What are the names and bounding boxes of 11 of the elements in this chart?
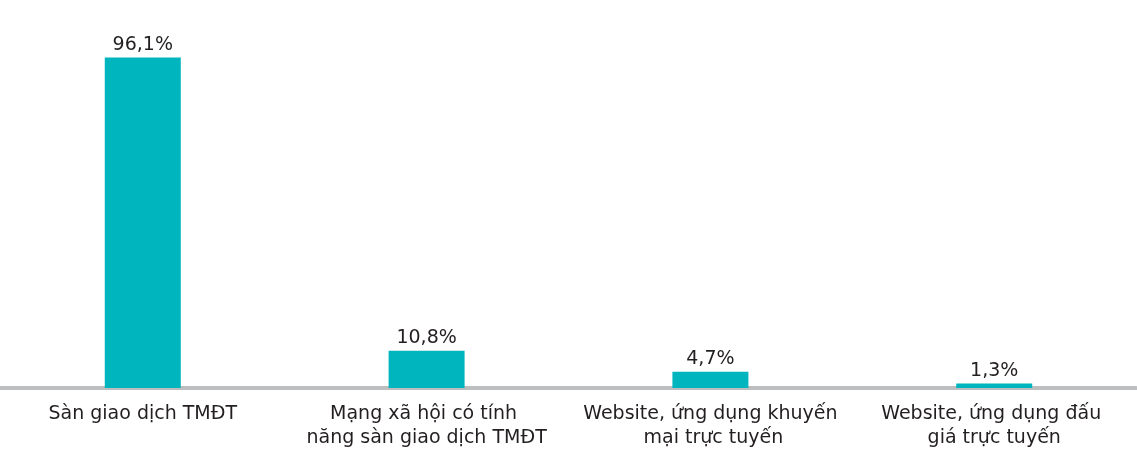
x-tick-label: Mạng xã hội có tính năng sàn giao dịch TMĐT: [306, 401, 548, 447]
data-label: 10,8%: [396, 325, 457, 348]
bar: [672, 371, 749, 388]
data-label: 1,3%: [970, 358, 1019, 381]
data-label: 96,1%: [112, 31, 173, 54]
x-tick-label: Sàn giao dịch TMĐT: [48, 401, 238, 423]
x-tick-label: Website, ứng dụng khuyến mại trực tuyến: [583, 401, 838, 447]
data-label: 4,7%: [686, 346, 735, 369]
bar: [388, 350, 465, 388]
bar: [104, 57, 181, 388]
x-tick-label: Website, ứng dụng đấu giá trực tuyến: [881, 401, 1108, 447]
